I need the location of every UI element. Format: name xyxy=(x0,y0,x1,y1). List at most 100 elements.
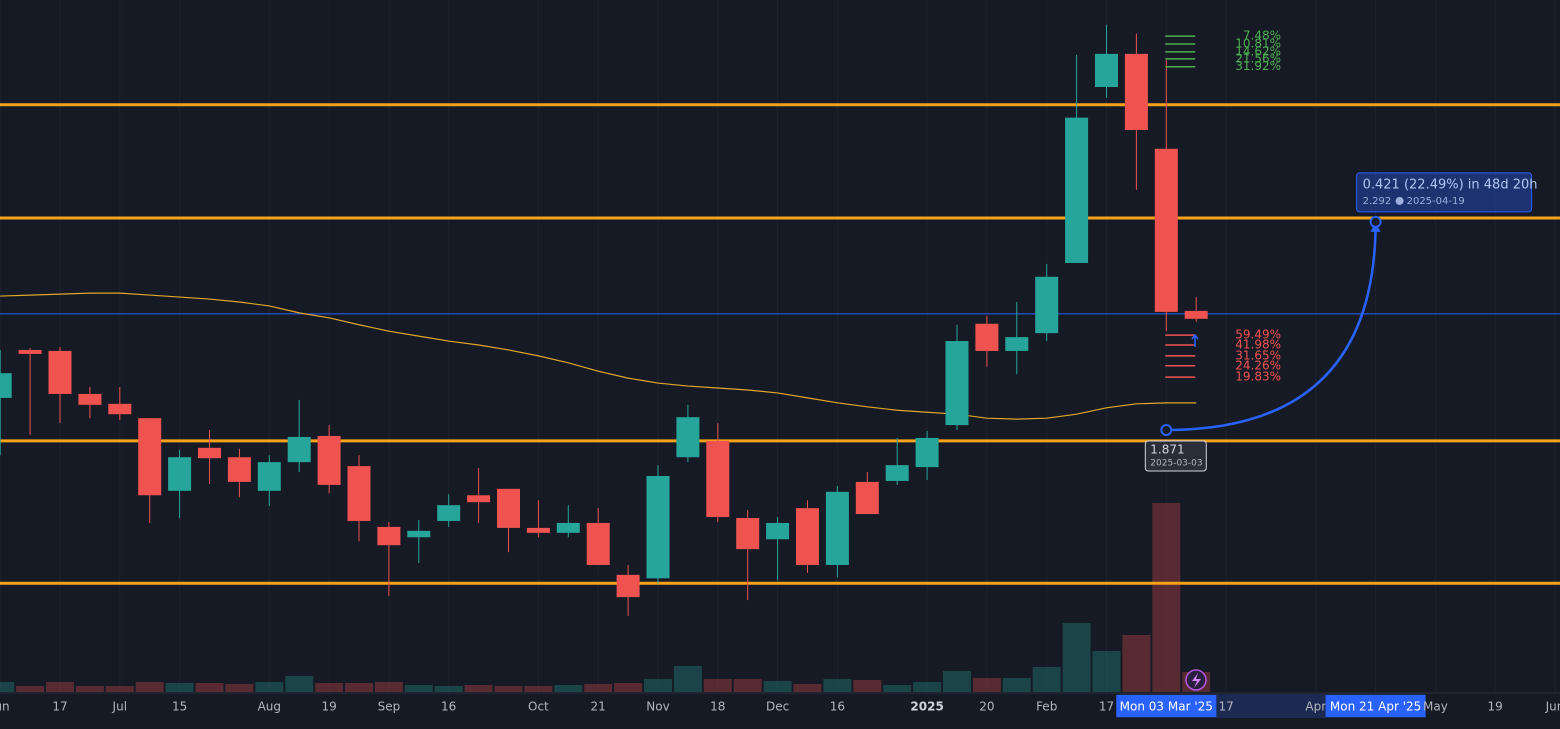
volume-bar xyxy=(763,681,792,692)
candle-body xyxy=(885,465,909,481)
volume-bar xyxy=(46,682,74,692)
candle-body xyxy=(796,508,819,565)
volume-bar xyxy=(434,686,463,692)
candle-body xyxy=(646,475,670,579)
target-label: 21.56% xyxy=(1235,51,1281,65)
start-date: 2025-03-03 xyxy=(1150,459,1202,469)
candle-body xyxy=(526,527,550,533)
candle-body xyxy=(287,436,311,463)
x-tick-label: Jun xyxy=(0,700,10,714)
crosshair-label: Mon 21 Apr '25 xyxy=(1330,700,1421,714)
volume-bar xyxy=(494,686,523,692)
x-tick-label: 18 xyxy=(710,700,725,714)
crosshair-label-box xyxy=(1325,695,1426,717)
volume-bar xyxy=(0,682,15,692)
volume-bar xyxy=(464,685,493,692)
x-tick-label: Dec xyxy=(766,700,789,714)
candle-body xyxy=(0,373,12,398)
volume-bar xyxy=(1062,623,1091,692)
crosshair-label-box xyxy=(1116,695,1217,717)
x-tick-label: 19 xyxy=(321,700,336,714)
candle-body xyxy=(168,457,192,491)
volume-bar xyxy=(853,680,882,692)
candle-body xyxy=(556,522,580,533)
volume-pane xyxy=(0,503,1211,692)
volume-bar xyxy=(614,683,643,692)
volume-bar xyxy=(703,679,732,692)
volume-bar xyxy=(644,679,672,692)
volume-bar xyxy=(285,676,314,692)
end-price: 2.292 xyxy=(1363,196,1392,207)
candle-body xyxy=(407,530,431,538)
volume-bar xyxy=(165,683,194,692)
candle-body xyxy=(467,495,491,503)
candle-body xyxy=(706,440,730,518)
x-tick-label: Oct xyxy=(528,700,549,714)
volume-bar xyxy=(345,683,373,692)
volume-bar xyxy=(793,684,822,692)
candle-body xyxy=(78,393,102,405)
clock-icon xyxy=(1395,196,1404,205)
start-label-box xyxy=(1144,440,1207,472)
crosshair-label: Mon 03 Mar '25 xyxy=(1120,700,1213,714)
volume-bar xyxy=(255,682,284,692)
candle-body xyxy=(227,457,251,482)
target-label: 7.48% xyxy=(1243,29,1281,43)
target-label: 31.65% xyxy=(1235,348,1281,362)
candle-body xyxy=(1035,276,1059,334)
volume-bar xyxy=(823,679,852,692)
target-label: 19.83% xyxy=(1235,370,1281,384)
x-tick-label: 21 xyxy=(591,700,606,714)
candle-body xyxy=(616,574,640,598)
x-tick-label: Apr xyxy=(1305,700,1326,714)
volume-bar xyxy=(1092,651,1121,692)
x-tick-label: 19 xyxy=(1488,700,1503,714)
candle-body xyxy=(945,341,969,426)
candle-body xyxy=(497,488,520,528)
candle-body xyxy=(377,526,401,546)
candle-body xyxy=(1005,337,1029,351)
candle-body xyxy=(766,522,790,540)
volume-bar xyxy=(554,685,583,692)
candle-body xyxy=(855,481,879,515)
arrow-marker xyxy=(1191,333,1199,347)
volume-bar xyxy=(374,682,403,692)
x-tick-label: 17 xyxy=(1099,700,1114,714)
alert-icon-bolt xyxy=(1192,673,1201,688)
alert-icon[interactable] xyxy=(1185,669,1207,691)
time-axis-labels: Jun 17 Jul 15 Aug 19 Sep 16 Oct 21 Nov 18 Dec 16 2025 2… xyxy=(0,694,1560,718)
candle-body xyxy=(586,522,610,565)
start-price: 1.871 xyxy=(1150,443,1184,457)
target-label: 59.49% xyxy=(1235,328,1281,342)
volume-bar xyxy=(733,679,762,692)
candle-body xyxy=(257,462,281,491)
volume-bar xyxy=(673,666,702,692)
candle-body xyxy=(437,505,461,521)
volume-bar xyxy=(1032,667,1061,692)
candle-body xyxy=(108,403,132,415)
x-tick-label: Feb xyxy=(1036,700,1057,714)
price-pane: 7.48%10.81%14.62%21.56%31.92% 59.49%41.98… xyxy=(0,24,1560,616)
volume-bar xyxy=(1122,635,1151,692)
target-label: 24.26% xyxy=(1235,358,1281,372)
x-tick-label: 16 xyxy=(441,700,456,714)
volume-bar xyxy=(913,682,942,692)
x-tick-label: Nov xyxy=(646,700,669,714)
volume-bar xyxy=(225,684,254,692)
volume-bar xyxy=(75,686,104,692)
x-tick-label: 20 xyxy=(979,700,994,714)
x-tick-label: 2025 xyxy=(910,700,943,714)
x-tick-label: Jul xyxy=(112,700,127,714)
candle-body xyxy=(138,418,162,496)
candle-body xyxy=(1065,117,1089,263)
measure-end xyxy=(1369,215,1382,228)
volume-bar xyxy=(943,671,971,692)
candle-body xyxy=(347,466,371,521)
candle-body xyxy=(18,349,42,354)
volume-bar xyxy=(315,683,344,692)
candle-body xyxy=(1095,53,1118,87)
measure-start xyxy=(1160,424,1173,437)
x-tick-label: Sep xyxy=(378,700,401,714)
